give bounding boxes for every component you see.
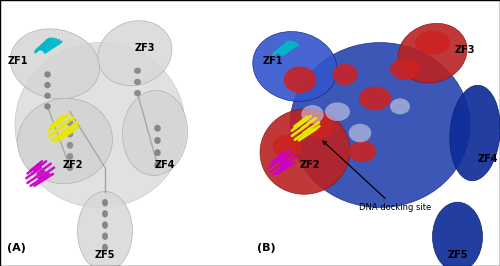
Text: ZF1: ZF1 bbox=[262, 56, 283, 66]
Polygon shape bbox=[67, 164, 73, 171]
Ellipse shape bbox=[306, 117, 334, 138]
Polygon shape bbox=[67, 131, 73, 138]
Polygon shape bbox=[67, 142, 73, 149]
Polygon shape bbox=[154, 125, 160, 132]
Ellipse shape bbox=[325, 102, 350, 121]
Polygon shape bbox=[134, 68, 141, 74]
Ellipse shape bbox=[10, 29, 100, 99]
Text: ZF2: ZF2 bbox=[300, 160, 320, 170]
Polygon shape bbox=[44, 93, 51, 99]
Text: ZF3: ZF3 bbox=[135, 43, 155, 53]
Ellipse shape bbox=[390, 98, 410, 114]
Text: ZF3: ZF3 bbox=[455, 45, 475, 55]
Polygon shape bbox=[154, 149, 160, 156]
Polygon shape bbox=[44, 82, 51, 88]
Polygon shape bbox=[102, 210, 108, 218]
Ellipse shape bbox=[432, 202, 482, 266]
Ellipse shape bbox=[349, 124, 371, 142]
Polygon shape bbox=[44, 103, 51, 110]
Ellipse shape bbox=[450, 85, 500, 181]
Text: ZF5: ZF5 bbox=[95, 250, 115, 260]
Ellipse shape bbox=[122, 90, 188, 176]
Ellipse shape bbox=[78, 192, 132, 266]
Text: ZF5: ZF5 bbox=[448, 250, 468, 260]
Ellipse shape bbox=[359, 86, 391, 110]
Polygon shape bbox=[44, 71, 51, 78]
Ellipse shape bbox=[390, 59, 420, 80]
Polygon shape bbox=[134, 90, 141, 96]
Ellipse shape bbox=[284, 66, 316, 93]
Ellipse shape bbox=[272, 134, 302, 158]
Text: (A): (A) bbox=[8, 243, 26, 253]
Ellipse shape bbox=[349, 141, 376, 162]
Polygon shape bbox=[102, 199, 108, 206]
Ellipse shape bbox=[260, 109, 350, 194]
Polygon shape bbox=[154, 137, 160, 144]
Polygon shape bbox=[154, 161, 160, 168]
Ellipse shape bbox=[301, 105, 324, 124]
Ellipse shape bbox=[18, 98, 112, 184]
Ellipse shape bbox=[98, 21, 172, 86]
Text: ZF4: ZF4 bbox=[477, 154, 498, 164]
Polygon shape bbox=[102, 221, 108, 229]
Ellipse shape bbox=[290, 43, 470, 207]
Text: ZF2: ZF2 bbox=[62, 160, 83, 170]
Polygon shape bbox=[102, 244, 108, 251]
Ellipse shape bbox=[253, 32, 337, 101]
Text: ZF4: ZF4 bbox=[155, 160, 176, 170]
Ellipse shape bbox=[332, 64, 357, 85]
Ellipse shape bbox=[415, 31, 450, 55]
Ellipse shape bbox=[398, 23, 467, 83]
Polygon shape bbox=[67, 153, 73, 160]
Text: (B): (B) bbox=[258, 243, 276, 253]
Polygon shape bbox=[67, 119, 73, 126]
Polygon shape bbox=[102, 232, 108, 240]
Polygon shape bbox=[134, 79, 141, 85]
Text: ZF1: ZF1 bbox=[7, 56, 28, 66]
Text: DNA docking site: DNA docking site bbox=[323, 141, 431, 212]
Ellipse shape bbox=[15, 43, 185, 207]
